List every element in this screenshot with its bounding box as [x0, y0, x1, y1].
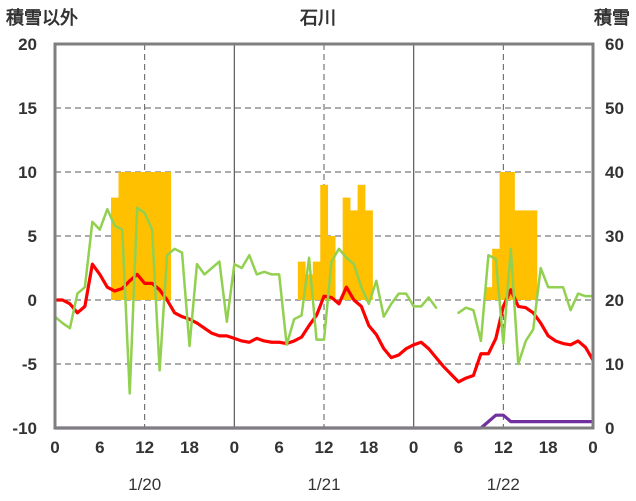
bar	[305, 274, 314, 300]
left-axis-label: 積雪以外	[5, 7, 78, 28]
chart-title: 石川	[299, 8, 336, 28]
y-left-tick-label: 15	[18, 99, 37, 118]
bar	[111, 197, 119, 300]
date-label: 1/22	[487, 475, 520, 494]
series-line-green	[53, 206, 595, 395]
bar	[357, 184, 366, 300]
bar	[133, 172, 142, 300]
bar	[350, 210, 358, 300]
bar-series	[111, 172, 538, 300]
bar	[514, 210, 523, 300]
y-left-tick-label: 20	[18, 35, 37, 54]
y-right-tick-label: 60	[605, 35, 624, 54]
y-right-tick-label: 10	[605, 355, 624, 374]
plot-frame	[53, 42, 595, 430]
y-left-tick-label: -10	[12, 419, 37, 438]
y-left-tick-label: 0	[28, 291, 37, 310]
bar	[320, 184, 329, 300]
x-tick-label: 0	[409, 438, 418, 457]
x-tick-label: 0	[230, 438, 239, 457]
bar	[312, 261, 321, 300]
y-right-tick-label: 30	[605, 227, 624, 246]
bar	[499, 172, 508, 300]
y-left-tick-label: 5	[28, 227, 37, 246]
x-tick-label: 12	[494, 438, 513, 457]
bar	[529, 210, 538, 300]
x-tick-label: 0	[588, 438, 597, 457]
x-tick-label: 18	[180, 438, 199, 457]
bar	[507, 172, 515, 300]
bar	[140, 172, 149, 300]
series-line-red	[53, 262, 595, 384]
bar	[125, 172, 134, 300]
bar	[365, 210, 373, 300]
bar	[155, 172, 164, 300]
bar	[342, 197, 351, 300]
y-right-tick-label: 20	[605, 291, 624, 310]
x-tick-label: 12	[135, 438, 154, 457]
y-right-tick-label: 40	[605, 163, 624, 182]
date-label: 1/20	[128, 475, 161, 494]
y-right-tick-label: 50	[605, 99, 624, 118]
x-tick-label: 6	[454, 438, 463, 457]
y-left-tick-label: 10	[18, 163, 37, 182]
bar	[297, 261, 306, 300]
bar	[522, 210, 530, 300]
x-tick-label: 6	[95, 438, 104, 457]
y-right-tick-label: 0	[605, 419, 614, 438]
x-tick-label: 0	[50, 438, 59, 457]
date-label: 1/21	[307, 475, 340, 494]
x-tick-label: 6	[274, 438, 283, 457]
y-left-tick-label: -5	[22, 355, 37, 374]
x-tick-label: 18	[359, 438, 378, 457]
x-tick-label: 18	[539, 438, 558, 457]
x-tick-label: 12	[315, 438, 334, 457]
right-axis-label: 積雪	[593, 7, 630, 28]
bar	[484, 287, 493, 300]
bar	[163, 172, 172, 300]
